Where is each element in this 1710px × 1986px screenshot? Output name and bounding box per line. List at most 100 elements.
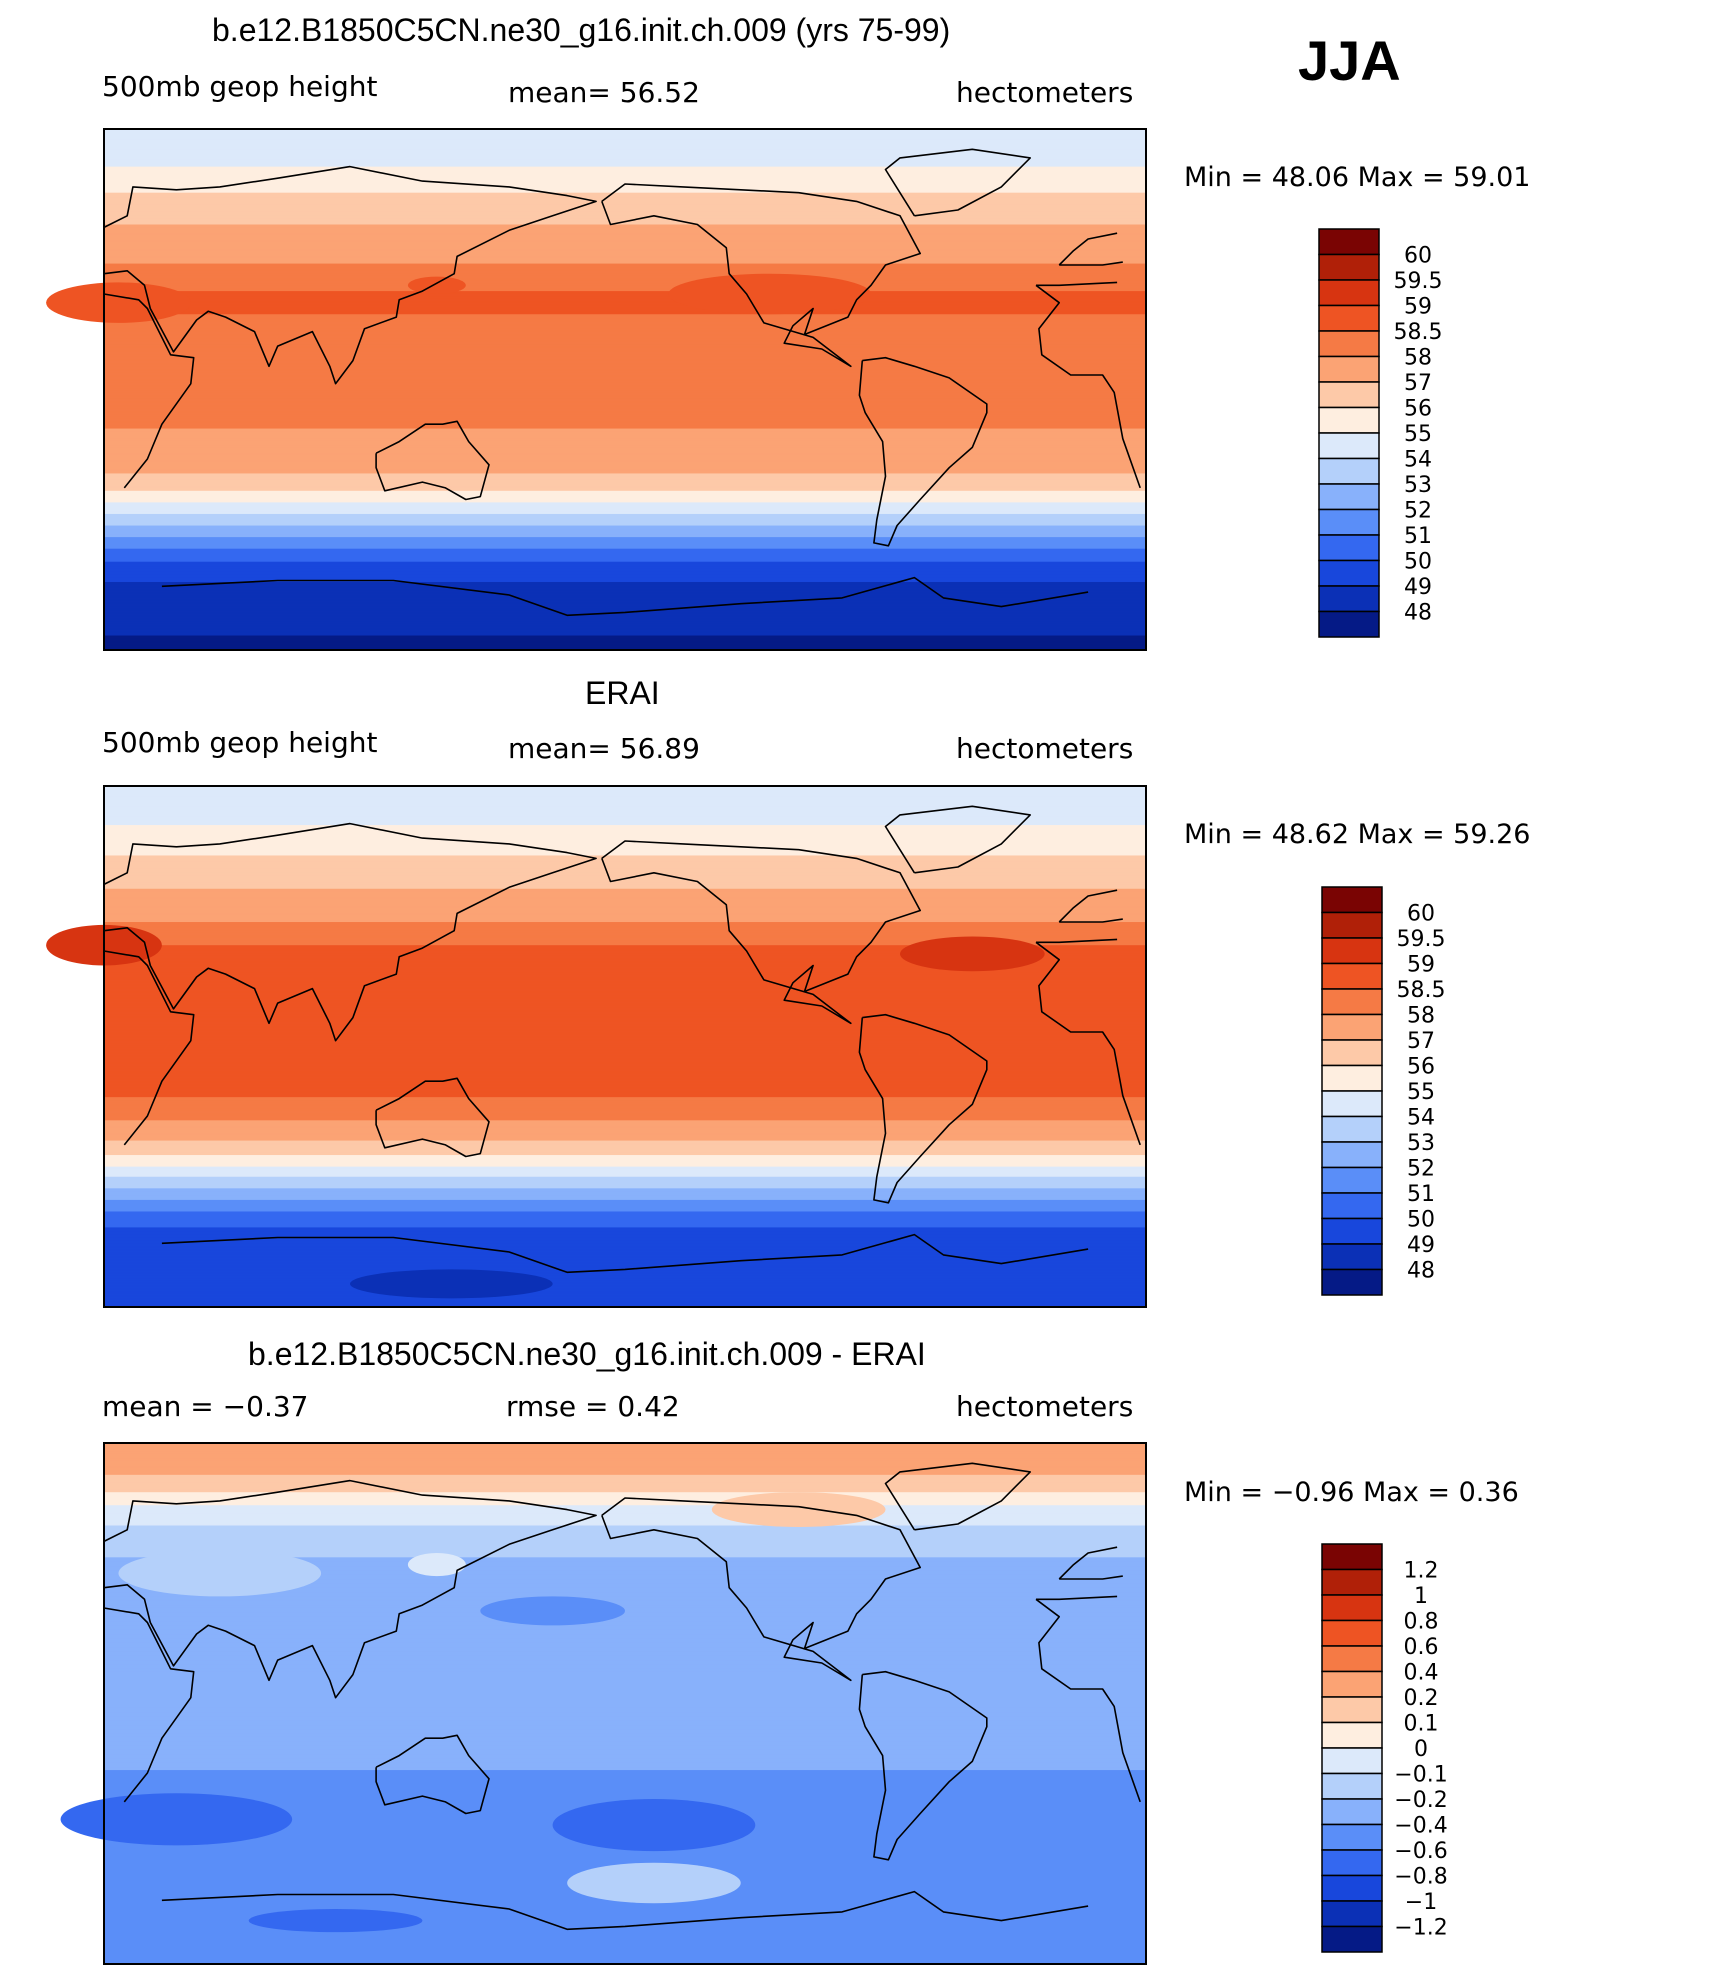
panel-3-colorbar-swatch [1321,1900,1383,1928]
panel-3-colorbar-swatch [1321,1696,1383,1724]
panel-1-colorbar-swatch [1318,508,1380,536]
panel-3-map [60,1442,1147,1965]
panel-2-colorbar-label: 59.5 [1397,927,1446,952]
panel-2-colorbar-label: 49 [1407,1233,1435,1258]
panel-3-colorbar-label: −0.4 [1394,1814,1447,1839]
panel-3-colorbar-label: −0.1 [1394,1763,1447,1788]
panel-1-colorbar-label: 54 [1404,448,1432,473]
panel-2-colorbar-label: 58 [1407,1004,1435,1029]
panel-2-title: ERAI [585,675,660,711]
panel-3-contour-region [118,1550,322,1597]
panel-2-colorbar-swatch [1321,886,1383,914]
panel-2-mean-label: mean= 56.89 [508,732,700,765]
panel-3-colorbar-swatch [1321,1568,1383,1596]
panel-2-colorbar-swatch [1321,911,1383,939]
panel-2-coastlines [103,805,1141,1274]
panel-2-colorbar-label: 55 [1407,1080,1435,1105]
panel-3-colorbar-label: 0.2 [1404,1686,1439,1711]
panel-3-colorbar: 1.210.80.60.40.20.10−0.1−0.2−0.4−0.6−0.8… [1321,1543,1448,1953]
panel-2-colorbar-swatch [1321,1243,1383,1271]
panel-3-colorbar-label: 0 [1414,1737,1428,1762]
panel-1-colorbar-swatch [1318,304,1380,332]
panel-1-colorbar-label: 57 [1404,371,1432,396]
panel-3-colorbar-label: 0.8 [1404,1610,1439,1635]
panel-3-colorbar-swatch [1321,1619,1383,1647]
panel-1-colorbar-label: 59 [1404,295,1432,320]
panel-1-min-max: Min = 48.06 Max = 59.01 [1184,162,1531,193]
panel-1-colorbar-swatch [1318,483,1380,511]
panel-3-contour-region [567,1862,741,1904]
panel-2-colorbar-swatch [1321,1192,1383,1220]
panel-1-title: b.e12.B1850C5CN.ne30_g16.init.ch.009 (yr… [212,12,951,48]
panel-3-colorbar-swatch [1321,1772,1383,1800]
panel-3-mean-label: mean = −0.37 [102,1390,309,1423]
panel-2-colorbar-label: 60 [1407,902,1435,927]
panel-3-contour-region [60,1793,293,1846]
panel-1-colorbar-swatch [1318,432,1380,460]
panel-3-colorbar-label: −0.8 [1394,1865,1447,1890]
panel-1-colorbar-swatch [1318,330,1380,358]
panel-1-units-label: hectometers [956,76,1134,109]
panel-1-colorbar-label: 48 [1404,601,1432,626]
panel-3-coastlines [103,1462,1141,1931]
panel-1-colorbar-label: 58 [1404,346,1432,371]
panel-3-min-max: Min = −0.96 Max = 0.36 [1184,1477,1519,1508]
panel-1-colorbar-swatch [1318,279,1380,307]
panel-3-contour-region [248,1909,423,1933]
panel-3-colorbar-label: 0.4 [1404,1661,1439,1686]
panel-3-colorbar-label: 0.1 [1404,1712,1439,1737]
panel-1-colorbar-label: 60 [1404,244,1432,269]
panel-1-colorbar-swatch [1318,381,1380,409]
panel-3-colorbar-swatch [1321,1823,1383,1851]
panel-2-colorbar-label: 59 [1407,953,1435,978]
panel-3-colorbar-swatch [1321,1798,1383,1826]
panel-2-min-max: Min = 48.62 Max = 59.26 [1184,819,1531,850]
panel-3-contour-region [407,1552,466,1577]
panel-2-colorbar-label: 52 [1407,1157,1435,1182]
panel-3-contour-region [711,1492,886,1527]
panel-1-colorbar-swatch [1318,253,1380,281]
panel-2-colorbar-swatch [1321,1013,1383,1041]
panel-3-contour-region [480,1596,625,1626]
panel-1-colorbar-label: 50 [1404,550,1432,575]
panel-1-map [46,128,1147,651]
panel-1-colorbar-label: 51 [1404,524,1432,549]
panel-2-colorbar-swatch [1321,937,1383,965]
panel-3-colorbar-label: −1 [1405,1890,1437,1915]
panel-2-colorbar-label: 53 [1407,1131,1435,1156]
panel-3-contour-region [552,1799,756,1852]
panel-2-map [46,785,1147,1308]
panel-1-contour-region [668,273,872,315]
panel-3-colorbar-label: −1.2 [1394,1916,1447,1941]
panel-3-colorbar-swatch [1321,1849,1383,1877]
panel-1-colorbar-swatch [1318,610,1380,638]
panel-1-colorbar-swatch [1318,355,1380,383]
panel-1-colorbar-swatch [1318,585,1380,613]
panel-1-colorbar-label: 56 [1404,397,1432,422]
panel-3-colorbar-swatch [1321,1594,1383,1622]
panel-1-colorbar-swatch [1318,406,1380,434]
panel-2-colorbar-swatch [1321,1141,1383,1169]
panel-2-colorbar-label: 56 [1407,1055,1435,1080]
panel-1-colorbar-swatch [1318,457,1380,485]
panel-3-units-label: hectometers [956,1390,1134,1423]
panel-2-colorbar-swatch [1321,1090,1383,1118]
season-label: JJA [1298,29,1401,92]
panel-3-colorbar-swatch [1321,1747,1383,1775]
panel-1-colorbar-label: 58.5 [1394,320,1443,345]
panel-2-colorbar-label: 51 [1407,1182,1435,1207]
panel-3-colorbar-label: −0.6 [1394,1839,1447,1864]
panel-2-colorbar-swatch [1321,1039,1383,1067]
panel-1-colorbar-label: 59.5 [1394,269,1443,294]
panel-2-colorbar-swatch [1321,1166,1383,1194]
panel-2-colorbar-swatch [1321,988,1383,1016]
panel-2-colorbar-swatch [1321,1064,1383,1092]
panel-2-colorbar-label: 58.5 [1397,978,1446,1003]
panel-2-colorbar-swatch [1321,1217,1383,1245]
panel-2-units-label: hectometers [956,732,1134,765]
panel-1-mean-label: mean= 56.52 [508,76,700,109]
panel-2-variable-label: 500mb geop height [102,726,378,759]
panel-3-title: b.e12.B1850C5CN.ne30_g16.init.ch.009 - E… [248,1336,926,1372]
